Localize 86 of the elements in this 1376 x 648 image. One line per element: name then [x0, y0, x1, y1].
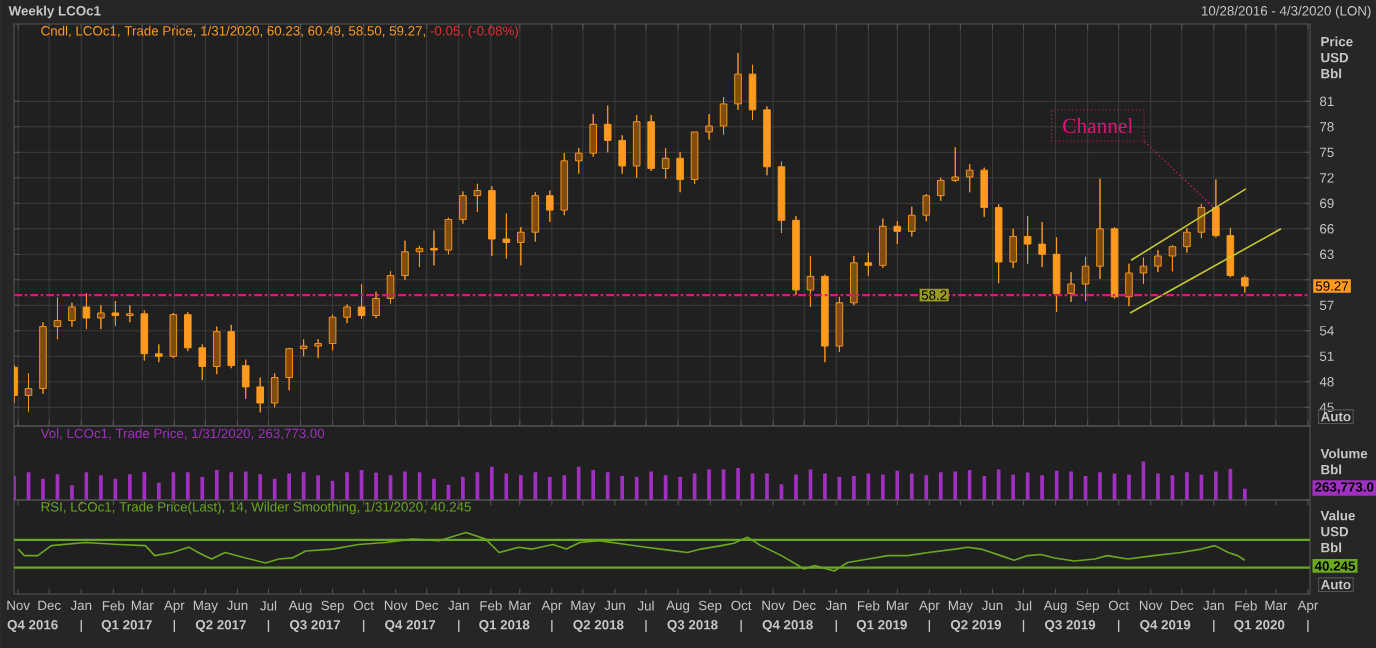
candlestick [140, 309, 149, 362]
candlestick [198, 343, 207, 381]
candlestick [357, 283, 366, 320]
candlestick [618, 134, 626, 175]
candlestick [285, 347, 293, 391]
candlestick [676, 151, 684, 193]
candlestick [1125, 263, 1133, 307]
candlestick [1139, 257, 1148, 285]
candlestick [792, 215, 800, 296]
candlestick [386, 270, 395, 305]
candlestick [1081, 256, 1090, 302]
candlestick [965, 163, 974, 193]
candlestick [155, 343, 163, 363]
candlestick [53, 297, 62, 340]
candlestick [82, 292, 91, 330]
candlestick [212, 326, 221, 375]
candlestick [777, 161, 786, 234]
candlestick [1212, 179, 1220, 238]
candlestick [415, 245, 424, 268]
candlestick [1067, 271, 1075, 303]
candlestick [893, 220, 902, 245]
candlestick [850, 255, 858, 306]
candlestick [922, 193, 931, 222]
candlestick [1168, 244, 1177, 272]
candlestick [1110, 226, 1119, 299]
candlestick [372, 291, 380, 319]
candlestick [980, 167, 988, 218]
candlestick [517, 226, 525, 266]
candlestick [401, 240, 409, 281]
candlestick [647, 114, 655, 172]
candlestick [39, 321, 47, 395]
candlestick [632, 114, 641, 179]
candlestick [560, 152, 569, 216]
candlestick [994, 203, 1003, 284]
candlestick [241, 359, 250, 400]
candlestick [488, 185, 496, 257]
candlestick [1052, 236, 1061, 313]
candlestick [126, 304, 134, 323]
candlestick [270, 372, 279, 408]
candlestick [1096, 178, 1104, 280]
candlestick [97, 304, 105, 330]
candlestick [705, 113, 713, 141]
candlestick [256, 377, 264, 413]
candlestick [343, 303, 351, 324]
candlestick [690, 131, 699, 185]
candlestick [879, 218, 887, 269]
candlestick [459, 190, 467, 225]
candlestick [227, 324, 236, 369]
annotation: Channel [1063, 118, 1133, 134]
candlestick [328, 314, 337, 351]
candlestick [473, 183, 482, 213]
candlestick [184, 311, 192, 352]
candlestick [531, 191, 540, 243]
candlestick [111, 300, 120, 327]
candlestick [169, 312, 178, 359]
candlestick [806, 255, 815, 308]
candlestick [821, 274, 829, 363]
candlestick [1183, 227, 1191, 254]
candlestick [1023, 215, 1032, 265]
candlestick [748, 64, 757, 121]
candlestick [1241, 275, 1249, 294]
candlestick [314, 338, 322, 359]
candlestick [1038, 221, 1046, 268]
candlestick [719, 96, 728, 135]
candlestick [444, 217, 453, 255]
candlestick [1154, 249, 1162, 273]
candlestick [734, 52, 742, 111]
candlestick [661, 147, 670, 180]
candlestick [1226, 227, 1235, 278]
candlestick [763, 105, 771, 176]
candlestick [835, 296, 844, 353]
candlestick [546, 190, 554, 223]
candlestick [502, 213, 511, 260]
candlestick [908, 206, 916, 237]
candlestick [430, 230, 438, 266]
candlestick [1009, 228, 1017, 269]
candlestick [951, 146, 960, 183]
candlestick [68, 302, 76, 328]
candlestick [1197, 203, 1206, 239]
candlestick [864, 252, 873, 277]
candlestick [603, 105, 612, 153]
candlestick [24, 372, 33, 412]
candlestick [299, 338, 308, 357]
candlestick [574, 147, 583, 175]
candlestick [589, 113, 598, 158]
candlestick [936, 177, 945, 202]
